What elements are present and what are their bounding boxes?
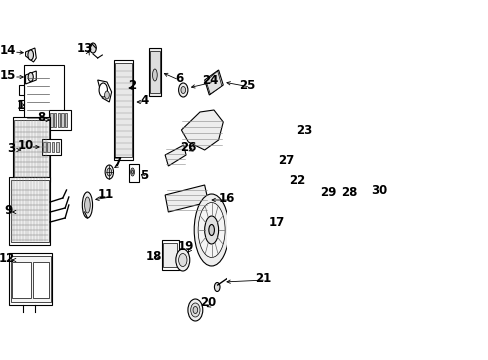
Text: 20: 20 <box>200 297 216 310</box>
Ellipse shape <box>104 91 109 99</box>
Bar <box>150 51 159 93</box>
Text: 22: 22 <box>288 174 304 186</box>
Bar <box>162 240 178 270</box>
Ellipse shape <box>198 202 224 257</box>
Bar <box>58 113 60 127</box>
Text: 30: 30 <box>371 184 387 197</box>
Text: 28: 28 <box>341 185 357 198</box>
Ellipse shape <box>275 181 282 199</box>
Bar <box>251 181 254 189</box>
Polygon shape <box>181 110 223 150</box>
Bar <box>129 164 138 182</box>
Bar <box>163 243 177 267</box>
Ellipse shape <box>28 50 33 60</box>
Text: 7: 7 <box>113 156 121 168</box>
Bar <box>12 262 31 298</box>
Bar <box>9 177 50 245</box>
Bar <box>49 110 71 130</box>
Ellipse shape <box>194 194 228 266</box>
Text: 11: 11 <box>98 188 114 201</box>
Ellipse shape <box>190 303 200 317</box>
Bar <box>148 48 161 96</box>
Bar <box>65 113 67 127</box>
Ellipse shape <box>82 192 92 218</box>
Polygon shape <box>165 185 208 212</box>
Polygon shape <box>165 145 185 166</box>
Bar <box>61 113 63 127</box>
Text: 25: 25 <box>239 78 255 91</box>
Text: 15: 15 <box>0 68 16 81</box>
Text: 14: 14 <box>0 44 16 57</box>
Bar <box>50 113 52 127</box>
Ellipse shape <box>99 83 107 97</box>
Bar <box>13 117 50 182</box>
Text: 16: 16 <box>218 192 235 204</box>
Text: 18: 18 <box>145 249 162 262</box>
Text: 6: 6 <box>175 72 183 85</box>
Bar <box>47 142 50 152</box>
Ellipse shape <box>187 299 203 321</box>
Text: 24: 24 <box>202 73 219 86</box>
Text: 1: 1 <box>17 99 25 112</box>
Bar <box>295 150 319 265</box>
Ellipse shape <box>28 72 33 81</box>
Bar <box>54 113 56 127</box>
Bar <box>261 175 269 189</box>
Text: 27: 27 <box>277 153 294 166</box>
Bar <box>236 167 251 195</box>
Bar <box>52 142 54 152</box>
Text: 29: 29 <box>320 185 336 198</box>
Polygon shape <box>19 100 24 110</box>
Ellipse shape <box>193 306 197 314</box>
Ellipse shape <box>181 86 185 94</box>
Bar <box>297 152 319 263</box>
Bar <box>115 63 132 157</box>
Polygon shape <box>204 70 223 95</box>
Ellipse shape <box>90 43 96 53</box>
Bar <box>238 178 246 192</box>
Bar <box>33 262 49 298</box>
Text: 19: 19 <box>178 240 194 253</box>
Ellipse shape <box>178 253 186 266</box>
Text: 26: 26 <box>180 140 196 153</box>
Polygon shape <box>98 80 111 102</box>
Text: 9: 9 <box>4 203 13 216</box>
Bar <box>9 253 52 305</box>
Text: 5: 5 <box>140 168 148 181</box>
Bar <box>259 172 270 192</box>
Polygon shape <box>19 85 24 95</box>
Bar <box>114 60 133 160</box>
Text: 10: 10 <box>18 139 34 152</box>
Ellipse shape <box>204 216 218 244</box>
Text: 21: 21 <box>254 271 270 284</box>
Text: 2: 2 <box>128 78 136 91</box>
Ellipse shape <box>214 283 220 292</box>
Ellipse shape <box>131 170 133 174</box>
Polygon shape <box>205 71 222 94</box>
Text: 4: 4 <box>140 94 148 107</box>
Bar <box>56 142 59 152</box>
Ellipse shape <box>152 69 157 81</box>
Ellipse shape <box>84 197 90 213</box>
Ellipse shape <box>176 249 189 271</box>
Polygon shape <box>25 71 36 84</box>
Bar <box>24 65 63 125</box>
Bar <box>42 139 61 155</box>
Ellipse shape <box>178 83 187 97</box>
Text: 3: 3 <box>7 141 16 154</box>
Ellipse shape <box>107 168 111 176</box>
Bar <box>43 142 46 152</box>
Text: 13: 13 <box>77 41 93 54</box>
Text: 23: 23 <box>296 123 312 136</box>
Ellipse shape <box>130 168 134 176</box>
Ellipse shape <box>105 165 113 179</box>
Text: 12: 12 <box>0 252 15 265</box>
Text: 8: 8 <box>38 111 46 123</box>
Ellipse shape <box>208 225 214 235</box>
Bar <box>11 180 49 242</box>
Polygon shape <box>25 48 36 62</box>
Text: 17: 17 <box>268 216 285 229</box>
Bar <box>14 120 49 179</box>
Bar <box>11 256 51 302</box>
